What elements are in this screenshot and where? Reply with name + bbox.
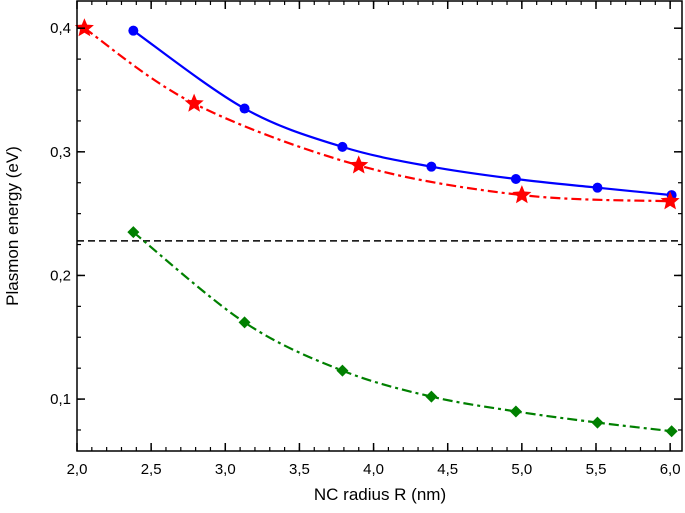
series-3-point <box>425 390 438 403</box>
series-2-point <box>74 18 94 37</box>
series-2-point <box>512 185 532 204</box>
series-1-point <box>510 174 521 185</box>
series-1-point <box>239 103 250 114</box>
series-1-point <box>128 25 139 36</box>
x-tick-label: 2,0 <box>67 461 88 478</box>
series-3-line <box>132 231 672 433</box>
x-tick-label: 6,0 <box>660 461 681 478</box>
series-2-point <box>660 191 680 210</box>
series-3-point <box>591 416 604 429</box>
series-2-line <box>83 27 671 203</box>
x-tick-label: 5,0 <box>511 461 532 478</box>
series-2-point <box>349 155 369 174</box>
x-tick-label: 5,5 <box>586 461 607 478</box>
x-axis-title: NC radius R (nm) <box>314 485 446 504</box>
series-1-point <box>337 141 348 152</box>
y-tick-label: 0,4 <box>50 20 71 37</box>
series-3-point <box>336 364 349 377</box>
series-3-point <box>238 316 251 329</box>
series-1-point <box>592 182 603 193</box>
series-2-point <box>184 93 204 112</box>
y-tick-label: 0,2 <box>50 267 71 284</box>
x-tick-label: 4,5 <box>437 461 458 478</box>
series-3-point <box>127 226 140 239</box>
x-tick-label: 3,0 <box>215 461 236 478</box>
plot-frame <box>76 0 683 452</box>
x-tick-label: 2,5 <box>141 461 162 478</box>
series-3-point <box>665 425 678 438</box>
y-tick-label: 0,1 <box>50 391 71 408</box>
x-tick-label: 4,0 <box>363 461 384 478</box>
x-tick-label: 3,5 <box>289 461 310 478</box>
y-axis-title: Plasmon energy (eV) <box>3 146 22 306</box>
series-3-point <box>509 405 522 418</box>
series-1-point <box>426 161 437 172</box>
y-tick-label: 0,3 <box>50 144 71 161</box>
